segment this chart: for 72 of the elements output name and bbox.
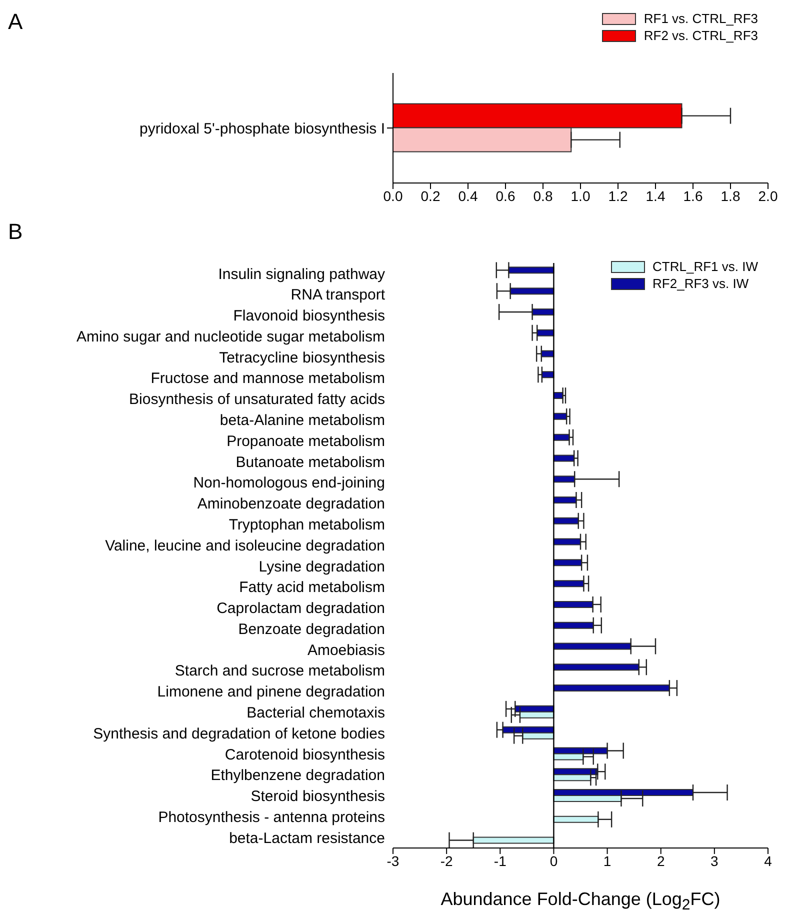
x-tick-label: 3 (710, 852, 719, 869)
bar (532, 308, 554, 316)
y-tick-label: Caprolactam degradation (216, 600, 385, 618)
text: B (8, 218, 24, 246)
y-tick-label: beta-Lactam resistance (229, 830, 385, 847)
y-tick-label: Butanoate metabolism (236, 454, 385, 471)
x-tick-label: 1.4 (646, 188, 666, 204)
bar (553, 622, 594, 629)
bar (553, 580, 584, 588)
x-tick-label: -1 (494, 852, 507, 869)
y-tick-label: Steroid biosynthesis (250, 788, 385, 806)
y-tick-label: Fructose and mannose metabolism (150, 370, 385, 388)
bar (553, 538, 581, 546)
legend-label: RF2_RF3 vs. IW (652, 276, 749, 291)
y-tick-label: Starch and sucrose metabolism (174, 662, 385, 680)
y-tick-label: Non-homologous end-joining (193, 474, 385, 492)
y-tick-label: Bacterial chemotaxis (246, 704, 385, 722)
x-tick-label: 0.6 (496, 188, 516, 204)
bar (553, 816, 599, 823)
x-tick-label: 1.8 (720, 188, 740, 204)
y-tick-label: Valine, leucine and isoleucine degradation (105, 537, 385, 554)
bar (553, 496, 577, 504)
y-tick-label: Insulin signaling pathway (218, 266, 386, 283)
bar (553, 642, 632, 650)
y-tick-label: Photosynthesis - antenna proteins (158, 808, 385, 826)
y-tick-label: Lysine degradation (258, 558, 385, 576)
y-tick-label: Ethylbenzene degradation (210, 767, 385, 784)
x-tick-label: 0.4 (458, 188, 478, 204)
legend-label: RF1 vs. CTRL_RF3 (644, 11, 758, 26)
y-tick-label: Tetracycline biosynthesis (219, 349, 385, 366)
y-tick-label: RNA transport (290, 286, 386, 304)
x-tick-label: 1.2 (608, 188, 628, 204)
bar (553, 476, 576, 483)
bar (553, 684, 670, 692)
legend-label: CTRL_RF1 vs. IW (652, 259, 758, 274)
bar (553, 600, 594, 608)
x-tick-label: 2.0 (758, 188, 778, 204)
y-tick-label: Synthesis and degradation of ketone bodies (93, 725, 385, 742)
bar (553, 664, 640, 671)
y-tick-label: Fatty acid metabolism (239, 579, 385, 596)
y-tick-label: Carotenoid biosynthesis (224, 746, 385, 764)
bar (553, 454, 575, 462)
x-tick-label: 1.6 (683, 188, 703, 204)
bar (553, 517, 579, 524)
x-tick-label: -2 (440, 852, 454, 869)
x-tick-label: 2 (656, 852, 665, 869)
bar (510, 288, 554, 295)
text: A (8, 9, 23, 34)
x-axis-title: Abundance Fold-Change (Log$_{2}$FC) (440, 889, 722, 914)
x-tick-label: 0.8 (533, 188, 553, 204)
x-tick-label: 1.0 (570, 188, 590, 204)
y-tick-label: Biosynthesis of unsaturated fatty acids (129, 391, 385, 408)
x-tick-label: 1 (603, 852, 612, 869)
y-tick-label: Amino sugar and nucleotide sugar metabolism (76, 328, 385, 346)
y-tick-label: Amoebiasis (307, 642, 385, 659)
y-tick-label: Flavonoid biosynthesis (233, 308, 385, 325)
legend-label: RF2 vs. CTRL_RF3 (644, 28, 758, 43)
y-tick-label: Tryptophan metabolism (228, 516, 385, 534)
x-tick-label: -3 (386, 852, 400, 869)
x-tick-label: 0.0 (383, 188, 403, 204)
x-tick-label: 0.2 (420, 188, 440, 204)
y-tick-label: Propanoate metabolism (226, 432, 385, 450)
y-tick-label: pyridoxal 5'-phosphate biosynthesis I (139, 120, 385, 138)
bar (508, 266, 554, 274)
x-tick-label: 4 (764, 852, 772, 869)
bar (472, 836, 554, 844)
y-tick-label: Limonene and pinene degradation (157, 684, 385, 701)
y-tick-label: Benzoate degradation (238, 620, 385, 638)
y-tick-label: Aminobenzoate degradation (197, 496, 385, 513)
y-tick-label: beta-Alanine metabolism (220, 412, 385, 430)
x-tick-label: 0 (550, 852, 558, 869)
bar (553, 559, 582, 566)
